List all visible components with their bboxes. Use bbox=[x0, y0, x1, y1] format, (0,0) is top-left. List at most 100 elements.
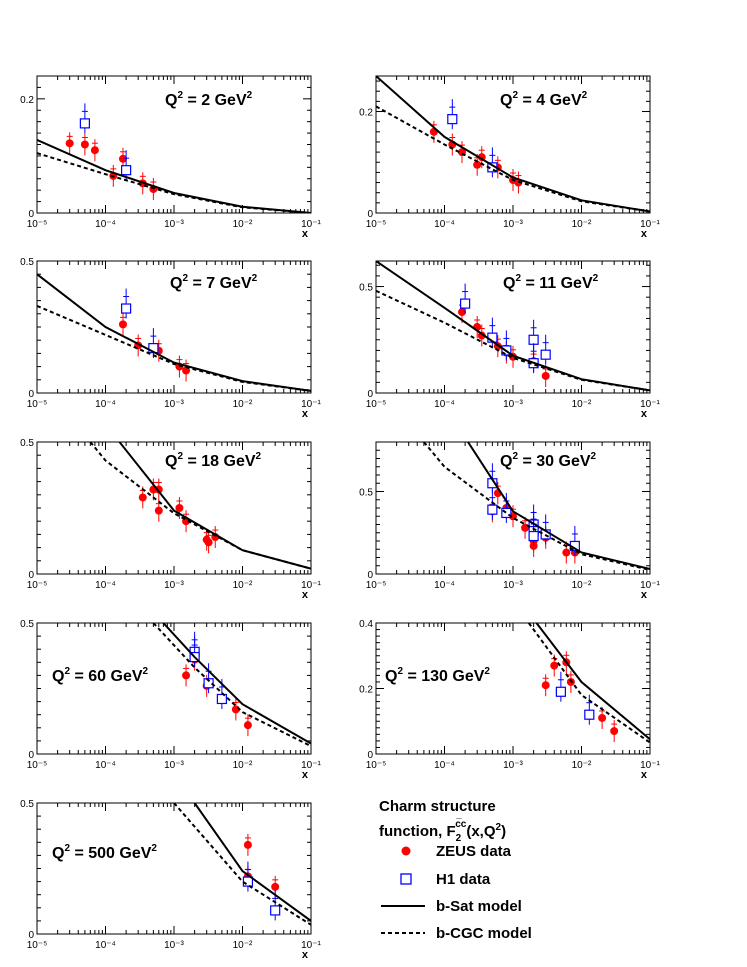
q2-label: Q2 = 130 GeV2 bbox=[385, 666, 490, 685]
x-tick-label: 10⁻¹ bbox=[301, 219, 321, 230]
x-axis-label: x bbox=[302, 589, 309, 601]
x-tick-label: 10⁻² bbox=[233, 219, 253, 230]
panel-7: 10⁻⁵ 10⁻⁴ 10⁻³ 10⁻² 10⁻¹x 0 0.5 Q2 = 60 GeV2 bbox=[20, 619, 321, 781]
bsat-curve bbox=[535, 623, 650, 741]
bcgc-curve bbox=[37, 304, 311, 392]
x-tick-label: 10⁻⁴ bbox=[95, 399, 116, 410]
zeus-point bbox=[175, 504, 184, 512]
legend-h1-label: H1 data bbox=[436, 871, 491, 888]
zeus-point bbox=[243, 721, 252, 730]
x-axis-label: x bbox=[641, 408, 648, 420]
y-tick-label: 0 bbox=[28, 209, 34, 220]
x-tick-label: 10⁻⁵ bbox=[27, 399, 48, 410]
zeus-point bbox=[562, 548, 571, 557]
bcgc-curve bbox=[89, 442, 311, 570]
x-tick-label: 10⁻⁴ bbox=[95, 760, 116, 771]
x-tick-label: 10⁻² bbox=[572, 399, 592, 410]
h1-point bbox=[460, 298, 471, 309]
y-tick-label: 0 bbox=[28, 389, 34, 400]
zeus-point bbox=[457, 308, 466, 317]
bcgc-curve bbox=[376, 105, 650, 213]
x-tick-label: 10⁻¹ bbox=[301, 760, 321, 771]
x-tick-label: 10⁻³ bbox=[164, 219, 184, 230]
zeus-point bbox=[271, 882, 280, 891]
y-tick-label: 0.5 bbox=[359, 283, 373, 294]
x-tick-label: 10⁻⁴ bbox=[434, 760, 455, 771]
x-tick-label: 10⁻⁵ bbox=[366, 760, 387, 771]
panel-5: 10⁻⁵ 10⁻⁴ 10⁻³ 10⁻² 10⁻¹x 0 0.5 Q2 = 18 GeV2 bbox=[20, 438, 321, 601]
x-tick-label: 10⁻² bbox=[572, 219, 592, 230]
h1-point bbox=[555, 686, 566, 697]
bcgc-curve bbox=[527, 623, 650, 744]
q2-label: Q2 = 30 GeV2 bbox=[500, 451, 597, 470]
h1-point bbox=[487, 504, 498, 515]
x-tick-label: 10⁻¹ bbox=[640, 219, 660, 230]
y-tick-label: 0.2 bbox=[359, 685, 373, 696]
x-axis-label: x bbox=[641, 228, 648, 240]
q2-label: Q2 = 60 GeV2 bbox=[52, 666, 149, 685]
q2-label: Q2 = 7 GeV2 bbox=[170, 273, 258, 292]
x-tick-label: 10⁻⁵ bbox=[366, 219, 387, 230]
y-tick-label: 0 bbox=[367, 389, 373, 400]
h1-point bbox=[528, 530, 539, 542]
h1-point bbox=[79, 118, 90, 129]
x-tick-label: 10⁻⁴ bbox=[95, 580, 116, 591]
y-tick-label: 0.5 bbox=[359, 488, 373, 499]
y-tick-label: 0 bbox=[28, 930, 34, 941]
x-tick-label: 10⁻⁵ bbox=[27, 940, 48, 951]
x-tick-label: 10⁻¹ bbox=[301, 580, 321, 591]
zeus-point bbox=[204, 538, 213, 547]
zeus-point bbox=[90, 146, 99, 155]
bcgc-curve bbox=[37, 152, 311, 213]
y-tick-label: 0 bbox=[28, 750, 34, 761]
legend: Charm structure function, F2c̅c(x,Q2) ZE… bbox=[379, 798, 532, 942]
legend-bsat-label: b-Sat model bbox=[436, 898, 522, 915]
bsat-curve bbox=[467, 442, 650, 570]
x-tick-label: 10⁻³ bbox=[503, 760, 523, 771]
x-tick-label: 10⁻³ bbox=[503, 399, 523, 410]
bcgc-curve bbox=[376, 289, 650, 392]
panel-8: 10⁻⁵ 10⁻⁴ 10⁻³ 10⁻² 10⁻¹x 0 0.2 0.4 Q2 = 130 GeV… bbox=[359, 619, 660, 781]
zeus-point bbox=[541, 681, 550, 690]
bsat-curve bbox=[37, 138, 311, 213]
bsat-curve bbox=[118, 442, 311, 570]
panel-1: 10⁻⁵ 10⁻⁴ 10⁻³ 10⁻² 10⁻¹x 0 0.2 Q2 = 2 GeV2 bbox=[20, 75, 322, 240]
x-tick-label: 10⁻² bbox=[572, 580, 592, 591]
x-tick-label: 10⁻¹ bbox=[640, 399, 660, 410]
y-tick-label: 0 bbox=[28, 570, 34, 581]
x-tick-label: 10⁻¹ bbox=[301, 940, 321, 951]
x-tick-label: 10⁻⁴ bbox=[434, 580, 455, 591]
x-tick-label: 10⁻¹ bbox=[301, 399, 321, 410]
legend-zeus-label: ZEUS data bbox=[436, 843, 512, 860]
zeus-point bbox=[541, 371, 550, 380]
h1-point bbox=[121, 165, 132, 176]
zeus-point bbox=[550, 661, 559, 670]
q2-label: Q2 = 11 GeV2 bbox=[503, 273, 599, 292]
bcgc-curve bbox=[152, 623, 311, 747]
x-tick-label: 10⁻⁴ bbox=[434, 219, 455, 230]
x-axis-label: x bbox=[641, 769, 648, 781]
x-tick-label: 10⁻³ bbox=[503, 219, 523, 230]
y-tick-label: 0.2 bbox=[359, 108, 373, 119]
zeus-point bbox=[118, 320, 127, 329]
panel-4: 10⁻⁵ 10⁻⁴ 10⁻³ 10⁻² 10⁻¹x 0 0.5 Q2 = 11 GeV2 bbox=[359, 260, 661, 420]
x-axis-label: x bbox=[302, 408, 309, 420]
legend-zeus-marker bbox=[401, 846, 411, 856]
zeus-point bbox=[598, 713, 607, 722]
zeus-point bbox=[473, 160, 482, 169]
zeus-point bbox=[182, 671, 191, 680]
x-axis-label: x bbox=[641, 589, 648, 601]
bcgc-curve bbox=[423, 442, 650, 571]
panel-3: 10⁻⁵ 10⁻⁴ 10⁻³ 10⁻² 10⁻¹x 0 0.5 Q2 = 7 GeV2 bbox=[20, 257, 321, 420]
x-axis-label: x bbox=[302, 228, 309, 240]
h1-point bbox=[584, 709, 595, 720]
y-tick-label: 0 bbox=[367, 570, 373, 581]
x-tick-label: 10⁻⁵ bbox=[366, 399, 387, 410]
y-tick-label: 0 bbox=[367, 209, 373, 220]
bsat-curve bbox=[162, 623, 311, 745]
x-axis-label: x bbox=[302, 949, 309, 961]
bsat-curve bbox=[193, 803, 311, 922]
h1-point bbox=[447, 114, 458, 125]
q2-label: Q2 = 500 GeV2 bbox=[52, 843, 157, 862]
